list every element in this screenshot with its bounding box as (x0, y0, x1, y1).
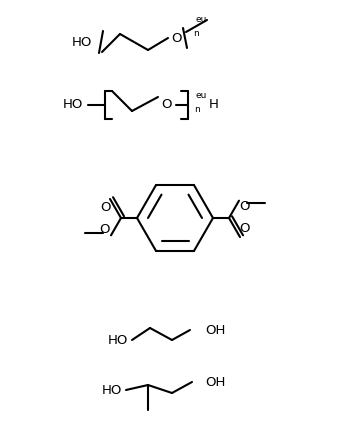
Text: eu: eu (196, 90, 207, 100)
Text: O: O (101, 201, 111, 215)
Text: O: O (162, 98, 172, 111)
Text: OH: OH (205, 323, 225, 336)
Text: HO: HO (63, 98, 83, 111)
Text: n: n (194, 105, 200, 114)
Text: HO: HO (72, 35, 92, 49)
Text: O: O (240, 200, 250, 213)
Text: O: O (100, 223, 110, 236)
Text: HO: HO (102, 384, 122, 396)
Text: OH: OH (205, 375, 225, 388)
Text: O: O (171, 31, 181, 45)
Text: eu: eu (196, 15, 207, 24)
Text: H: H (209, 98, 219, 111)
Text: HO: HO (108, 333, 128, 347)
Text: n: n (193, 30, 199, 38)
Text: O: O (239, 222, 249, 235)
